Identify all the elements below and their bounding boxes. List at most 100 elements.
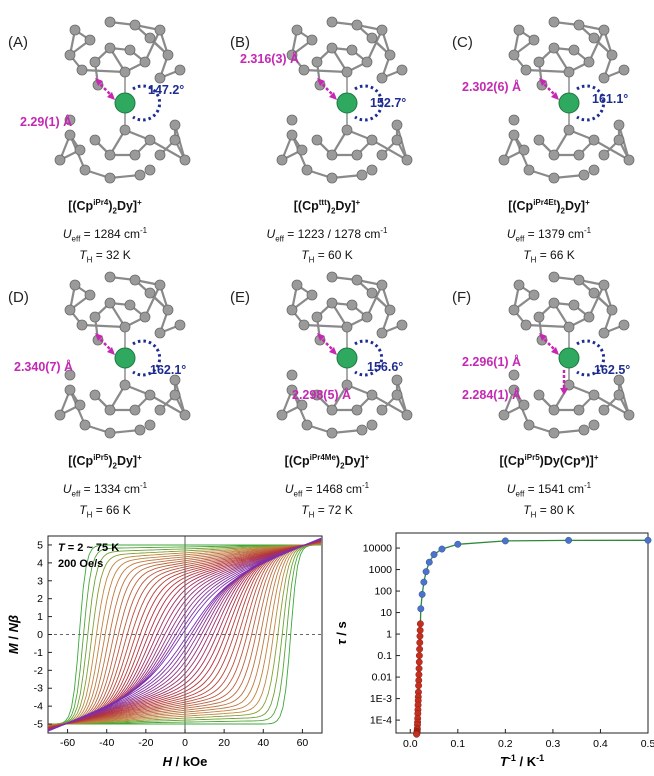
molecule-structure: [276, 16, 413, 184]
carbon-atom: [518, 144, 530, 156]
carbon-atom: [64, 384, 76, 396]
x-axis-label: T-1 / K-1: [500, 753, 544, 769]
carbon-atom: [301, 164, 313, 176]
data-point: [416, 639, 424, 647]
carbon-atom: [613, 389, 625, 401]
y-tick-label: 1E-3: [370, 693, 392, 705]
carbon-atom: [351, 274, 363, 286]
carbon-atom: [588, 287, 600, 299]
angle-label: 152.7°: [370, 96, 407, 110]
ueff-line: Ueff = 1284 cm-1: [62, 226, 148, 244]
series-red: [413, 620, 424, 738]
carbon-atom: [306, 289, 318, 301]
carbon-atom: [396, 64, 408, 76]
y-tick-label: 4: [37, 557, 43, 569]
carbon-atom: [498, 154, 510, 166]
carbon-atom: [162, 304, 174, 316]
molecule-structure: [54, 16, 191, 184]
carbon-atom: [401, 154, 413, 166]
carbon-atom: [104, 172, 116, 184]
data-point: [415, 682, 423, 690]
carbon-atom: [326, 172, 338, 184]
x-tick-label: 0.1: [451, 738, 466, 750]
data-point: [415, 652, 423, 660]
carbon-atom: [396, 319, 408, 331]
data-point: [416, 620, 424, 628]
angle-label: 156.6°: [367, 360, 404, 374]
carbon-atom: [76, 319, 88, 331]
carbon-atom: [613, 374, 625, 386]
carbon-atom: [356, 169, 368, 181]
panel-a: (A) 2.29(1) Å 147.2° [(CpiPr4)2Dy]+ Ueff = 1…: [0, 0, 210, 265]
carbon-atom: [129, 149, 141, 161]
panel-b: (B) 2.316(3) Å 152.7° [(Cpttt)2Dy]+ Ueff = 1…: [222, 0, 432, 265]
carbon-atom: [361, 311, 373, 323]
panel-c: (C) 2.302(6) Å 161.1° [(CpiPr4Et)2Dy]+ Ueff …: [444, 0, 654, 265]
carbon-atom: [588, 32, 600, 44]
y-tick-label: 100: [374, 586, 392, 598]
x-tick-label: 0.4: [593, 738, 608, 750]
hysteresis-chart: -60 -40 -20 0 20 40 60 -5 -4 -3 -2 -1 0 1 2 3 4 5 T = 2 ~ …: [0, 521, 330, 771]
carbon-atom: [104, 404, 116, 416]
carbon-atom: [563, 66, 575, 78]
carbon-atom: [89, 56, 101, 68]
plot-frame: [395, 532, 649, 734]
carbon-atom: [291, 279, 303, 291]
data-point: [416, 645, 424, 653]
carbon-atom: [154, 149, 166, 161]
blocking-temperature-line: TH = 80 K: [523, 503, 575, 520]
data-point: [415, 658, 423, 666]
carbon-atom: [533, 311, 545, 323]
carbon-atom: [623, 154, 635, 166]
carbon-atom: [548, 297, 560, 309]
carbon-atom: [286, 384, 298, 396]
ueff-line: Ueff = 1223 / 1278 cm-1: [266, 226, 388, 244]
carbon-atom: [366, 419, 378, 431]
carbon-atom: [154, 24, 166, 36]
carbon-atom: [179, 409, 191, 421]
carbon-atom: [311, 56, 323, 68]
panel-label: (F): [452, 289, 472, 306]
molecule-structure: [498, 271, 635, 439]
carbon-atom: [366, 134, 378, 146]
carbon-atom: [513, 24, 525, 36]
carbon-atom: [548, 16, 560, 28]
bond-length-label: 2.29(1) Å: [20, 115, 73, 129]
carbon-atom: [104, 16, 116, 28]
data-point: [417, 605, 425, 613]
carbon-atom: [376, 279, 388, 291]
carbon-atom: [528, 34, 540, 46]
y-tick-label: 2: [37, 593, 43, 605]
panel-label: (A): [8, 34, 28, 51]
carbon-atom: [144, 287, 156, 299]
carbon-atom: [89, 311, 101, 323]
carbon-atom: [69, 24, 81, 36]
carbon-atom: [326, 297, 338, 309]
angle-label: 162.1°: [150, 363, 187, 377]
loop-branch-up: [47, 543, 322, 726]
y-tick-label: 0: [37, 629, 43, 641]
carbon-atom: [129, 274, 141, 286]
carbon-atom: [74, 399, 86, 411]
blocking-temperature-line: TH = 32 K: [79, 248, 131, 265]
loop-branch-up: [47, 541, 322, 728]
sweep-rate-annotation: 200 Oe/s: [58, 558, 103, 570]
carbon-atom: [401, 409, 413, 421]
x-tick-label: -60: [60, 737, 75, 749]
carbon-atom: [528, 289, 540, 301]
blocking-temperature-line: TH = 72 K: [301, 503, 353, 520]
molecule-structure: [498, 16, 635, 184]
carbon-atom: [119, 66, 131, 78]
ueff-line: Ueff = 1541 cm-1: [506, 481, 592, 499]
carbon-atom: [583, 311, 595, 323]
carbon-atom: [64, 369, 76, 381]
y-tick-label: -3: [34, 683, 43, 695]
carbon-atom: [518, 399, 530, 411]
skeleton: [54, 16, 191, 184]
data-point: [644, 536, 652, 544]
y-tick-label: 3: [37, 575, 43, 587]
x-tick-label: 60: [297, 737, 309, 749]
compound-name: [(CpiPr5)2Dy]+: [68, 453, 142, 471]
carbon-atom: [296, 144, 308, 156]
carbon-atom: [139, 56, 151, 68]
